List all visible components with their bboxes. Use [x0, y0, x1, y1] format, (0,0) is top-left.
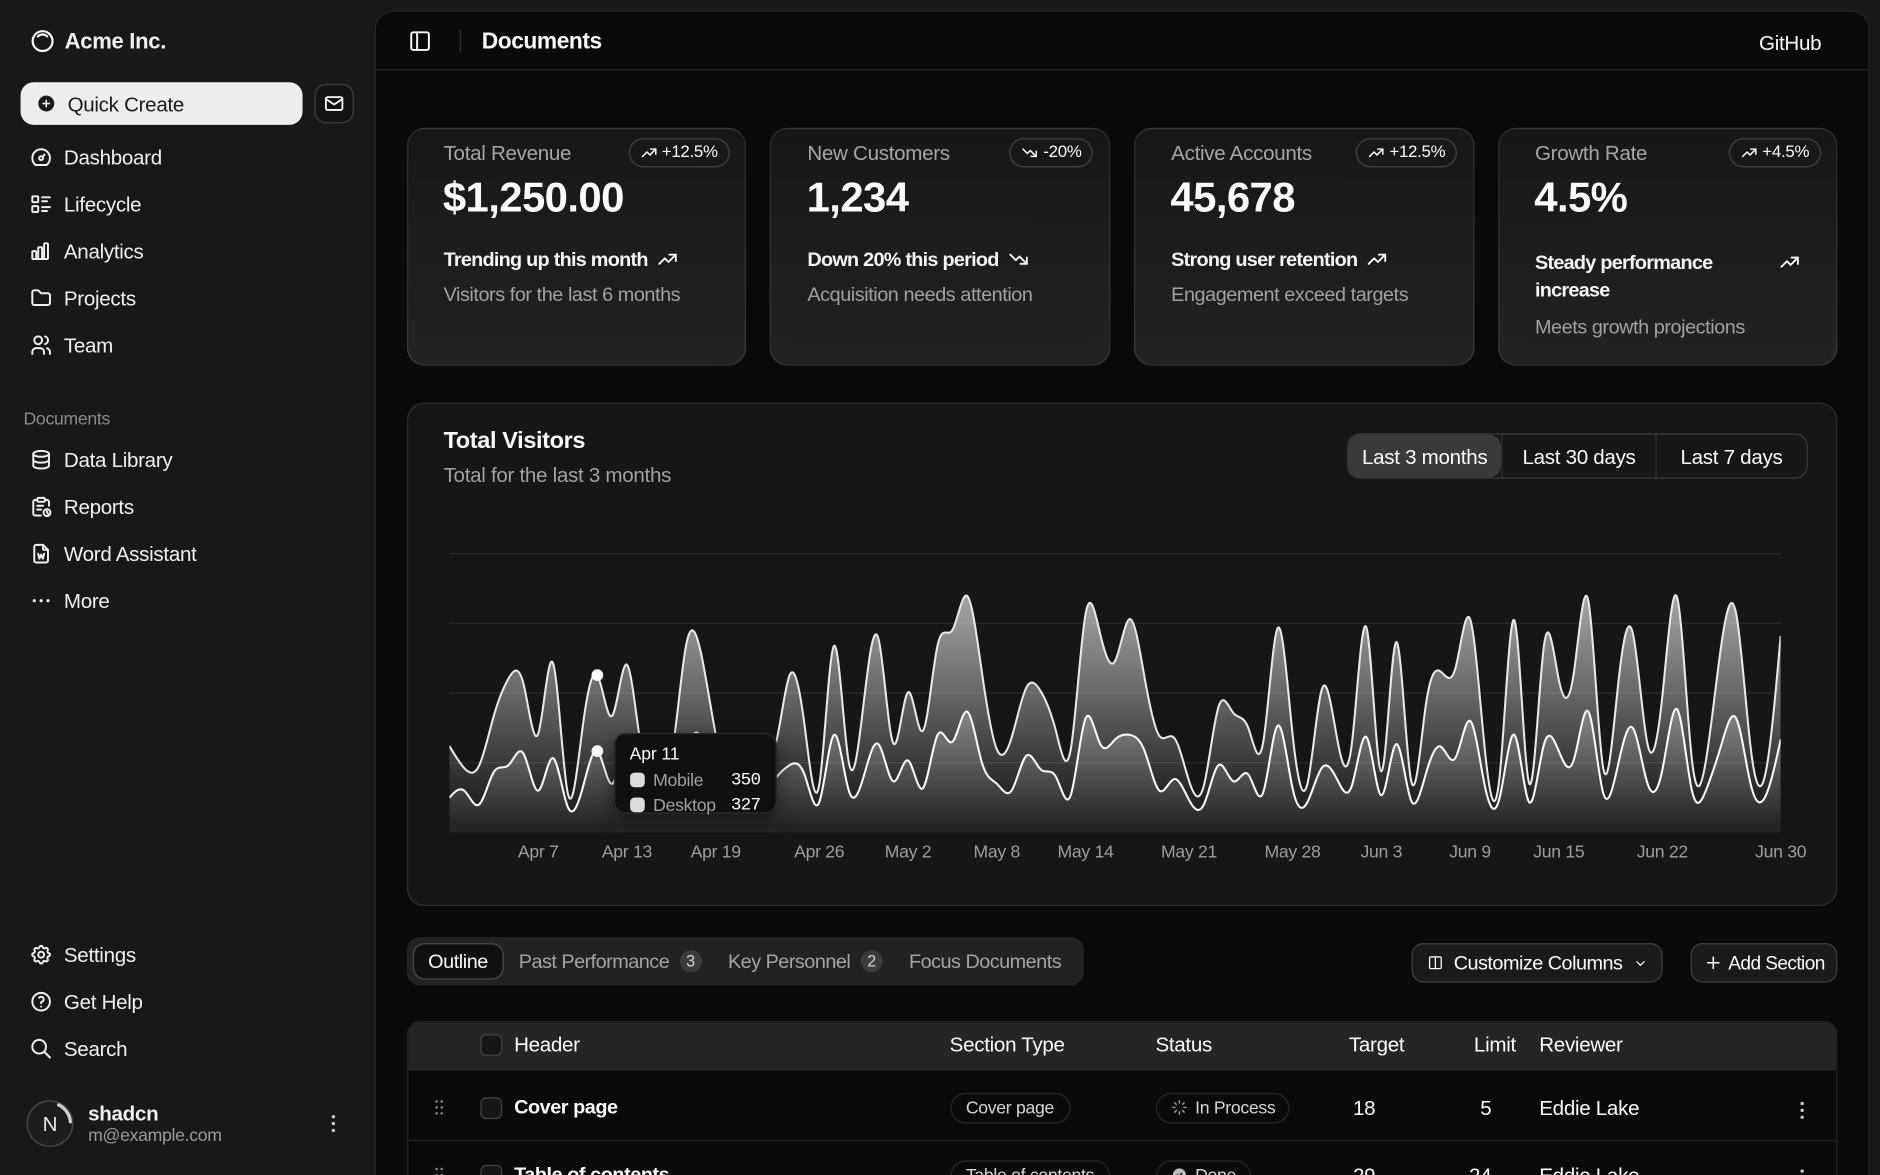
- svg-text:Jun 3: Jun 3: [1361, 842, 1403, 862]
- svg-text:Apr 19: Apr 19: [691, 842, 741, 862]
- svg-text:Jun 9: Jun 9: [1450, 842, 1492, 862]
- svg-text:May 8: May 8: [974, 842, 1021, 862]
- svg-text:May 2: May 2: [885, 842, 931, 862]
- svg-text:Jun 30: Jun 30: [1756, 842, 1808, 862]
- svg-text:May 28: May 28: [1265, 842, 1321, 862]
- svg-text:Apr 26: Apr 26: [795, 842, 846, 862]
- svg-text:Jun 15: Jun 15: [1534, 842, 1586, 862]
- svg-text:May 14: May 14: [1058, 842, 1114, 862]
- svg-text:Jun 22: Jun 22: [1637, 842, 1688, 862]
- svg-text:Apr 13: Apr 13: [602, 842, 653, 862]
- svg-text:Apr 7: Apr 7: [518, 842, 559, 862]
- svg-text:May 21: May 21: [1162, 842, 1218, 862]
